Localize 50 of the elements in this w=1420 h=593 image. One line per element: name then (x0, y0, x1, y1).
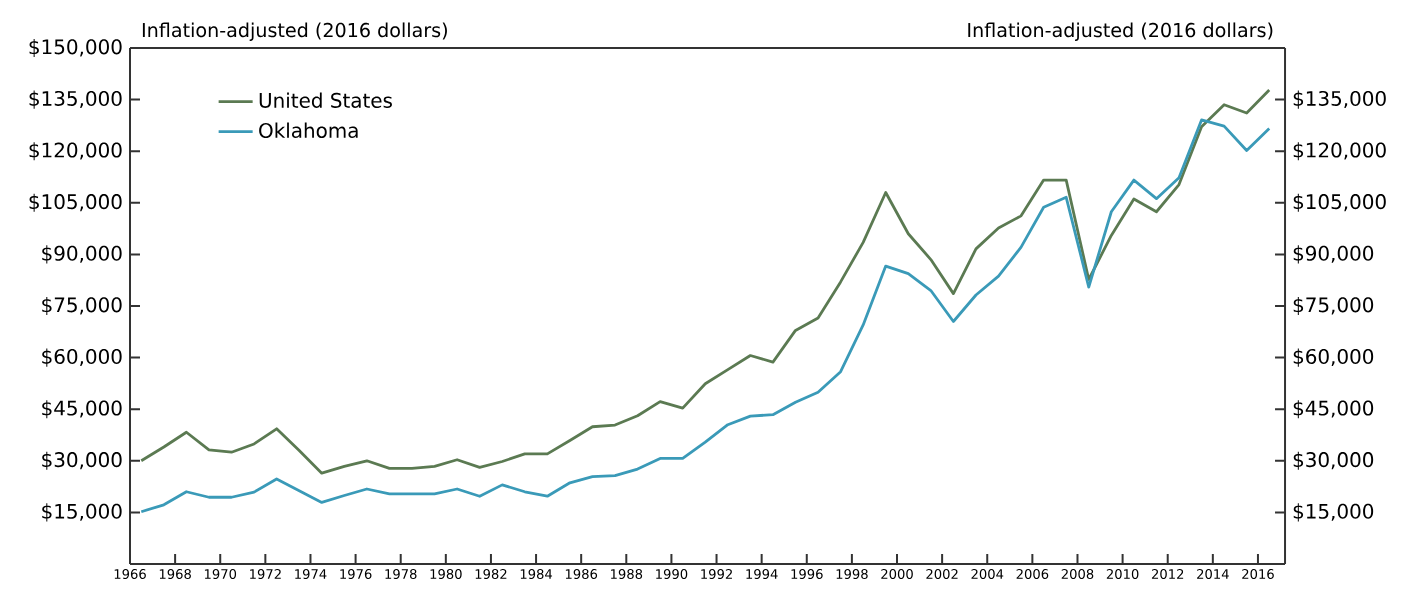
y2-tick-label: $45,000 (1293, 400, 1374, 419)
y-tick-label: $30,000 (42, 451, 122, 470)
y-tick-label: $135,000 (29, 90, 122, 109)
y2-tick-label: $15,000 (1293, 503, 1374, 522)
x-tick-label: 1994 (746, 569, 778, 579)
y2-tick-label: $105,000 (1293, 193, 1386, 212)
y-tick-label: $90,000 (42, 245, 122, 264)
y-tick-label: $15,000 (42, 503, 122, 522)
x-tick-label: 1978 (385, 569, 417, 579)
x-tick-label: 1968 (159, 569, 191, 579)
x-tick-label: 1966 (114, 569, 146, 579)
x-tick-label: 2014 (1197, 569, 1229, 579)
x-tick-label: 2004 (971, 569, 1004, 579)
x-tick-label: 1972 (250, 569, 281, 579)
y2-tick-label: $120,000 (1293, 142, 1386, 161)
x-tick-label: 1990 (656, 569, 688, 579)
x-tick-label: 2008 (1061, 569, 1094, 579)
y2-tick-label: $75,000 (1293, 296, 1374, 316)
x-tick-label: 1974 (295, 569, 327, 579)
x-tick-label: 1998 (836, 569, 868, 579)
y-tick-label: $75,000 (42, 296, 122, 316)
y-tick-label: $60,000 (42, 348, 122, 367)
y-tick-label: $45,000 (42, 400, 122, 419)
x-tick-label: 2010 (1106, 569, 1139, 579)
x-tick-label: 2006 (1016, 569, 1049, 579)
x-tick-label: 2002 (926, 569, 958, 579)
y-tick-label: $120,000 (29, 142, 122, 161)
x-tick-label: 1984 (520, 569, 553, 579)
x-tick-label: 1986 (565, 569, 598, 579)
y-tick-label: $105,000 (29, 193, 122, 212)
y2-tick-label: $90,000 (1293, 245, 1374, 264)
x-tick-label: 2016 (1242, 569, 1274, 579)
y2-axis-title: Inflation-adjusted (2016 dollars) (968, 22, 1273, 41)
x-tick-label: 1970 (204, 569, 237, 579)
y2-tick-label: $30,000 (1293, 451, 1374, 470)
x-tick-label: 2000 (881, 569, 913, 579)
line-series (139, 88, 1271, 475)
x-tick-label: 1976 (340, 569, 372, 579)
x-tick-label: 2012 (1151, 569, 1184, 579)
x-tick-label: 1996 (791, 569, 823, 579)
legend-label: United States (259, 92, 392, 108)
x-tick-label: 1992 (701, 569, 732, 579)
x-tick-label: 1982 (475, 569, 507, 579)
y2-tick-label: $135,000 (1293, 90, 1386, 109)
legend-label: Oklahoma (259, 122, 358, 139)
y-tick-label: $150,000 (29, 38, 122, 58)
x-tick-label: 1980 (430, 569, 462, 579)
y2-tick-label: $60,000 (1293, 348, 1374, 367)
x-tick-label: 1988 (611, 569, 643, 579)
y-axis-title: Inflation-adjusted (2016 dollars) (142, 22, 447, 41)
